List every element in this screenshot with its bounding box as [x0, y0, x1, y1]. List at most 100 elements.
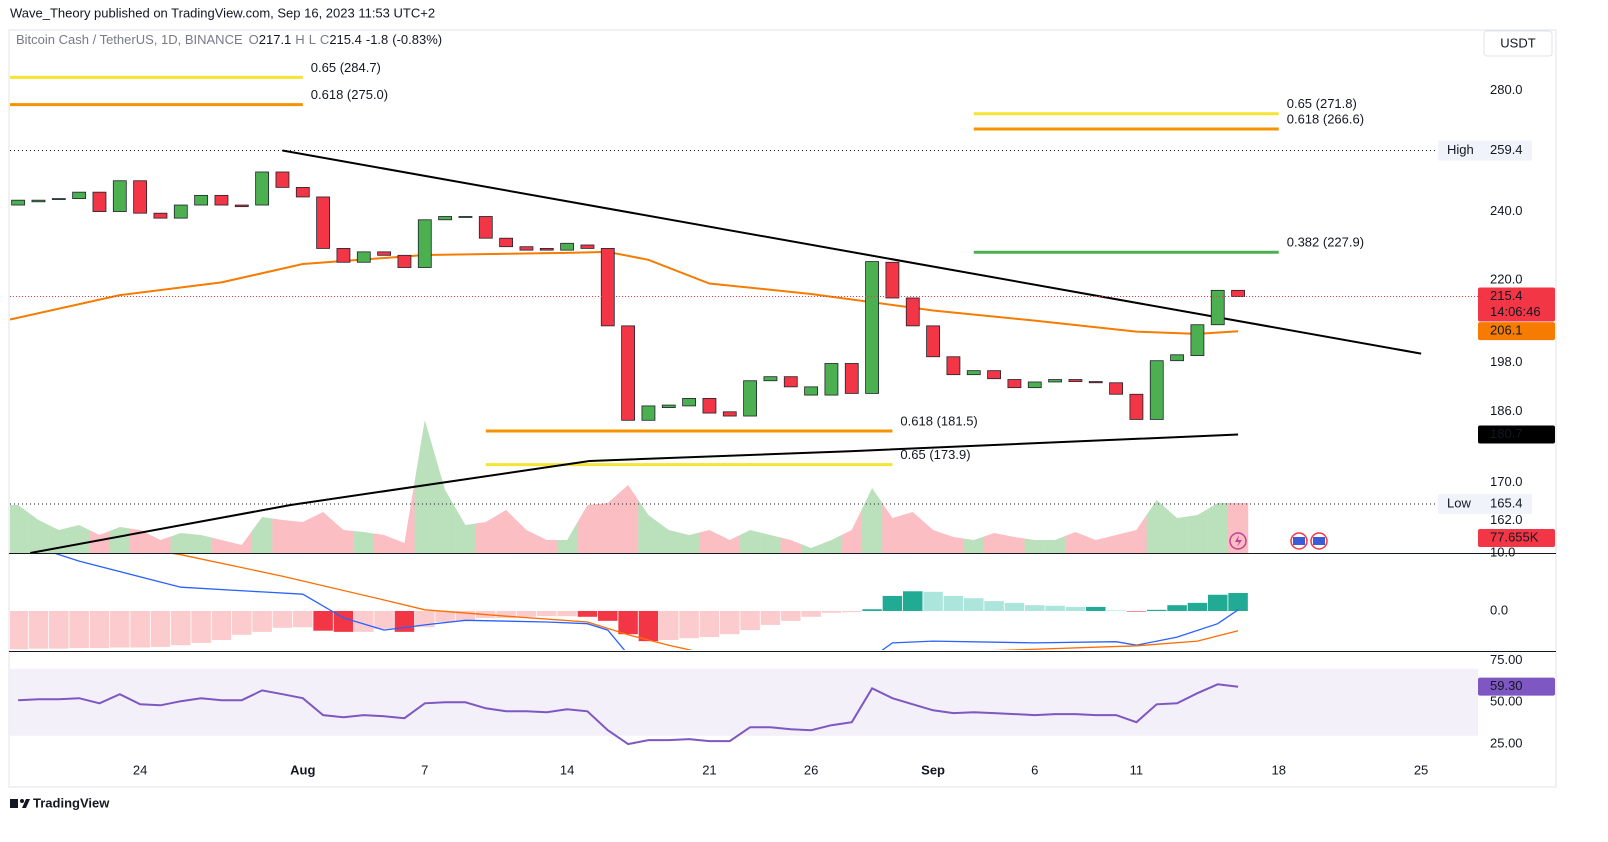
- level-label: 0.382 (227.9): [1287, 235, 1364, 250]
- histogram-bar: [49, 610, 69, 649]
- candle-body: [946, 356, 961, 376]
- ohlc-label: H: [295, 32, 304, 47]
- candle-body: [539, 248, 554, 251]
- currency-box[interactable]: [1483, 30, 1553, 57]
- histogram-bar: [293, 610, 313, 628]
- flag: [1313, 537, 1325, 545]
- volume: [1227, 502, 1249, 553]
- candle-body: [844, 363, 859, 394]
- y-tick-label: 198.0: [1490, 354, 1523, 369]
- histogram-bar: [150, 610, 171, 647]
- histogram-bar: [720, 610, 740, 635]
- histogram-bar: [862, 609, 882, 611]
- volume: [861, 488, 883, 553]
- volume: [495, 509, 517, 553]
- volume: [943, 533, 964, 553]
- currency[interactable]: USDT: [1500, 35, 1535, 50]
- change-pct: (-0.83%): [392, 32, 442, 47]
- x-tick-label: 14: [560, 762, 574, 777]
- candle-body: [1068, 379, 1083, 382]
- x-tick-label: 6: [1031, 762, 1038, 777]
- high-box: [1438, 140, 1532, 161]
- histogram-bar: [598, 610, 618, 621]
- candle-body: [1048, 379, 1062, 383]
- volume: [333, 520, 354, 553]
- volume: [1146, 499, 1167, 553]
- histogram-bar: [252, 610, 272, 632]
- histogram-bar: [69, 610, 89, 649]
- x-tick-label: 21: [702, 762, 716, 777]
- histogram-bar: [516, 610, 537, 617]
- candle-body: [11, 199, 26, 206]
- candle-body: [438, 216, 453, 221]
- volume: [658, 522, 679, 553]
- symbol-line: Bitcoin Cash / TetherUS, 1D, BINANCE O217…: [16, 32, 442, 47]
- frame: [8, 29, 1557, 788]
- rsi-value-box: [1478, 677, 1555, 696]
- x-tick-label: Sep: [921, 762, 945, 777]
- volume: [150, 534, 171, 553]
- volume: [719, 534, 740, 553]
- histogram-bar: [1065, 606, 1086, 611]
- volume: [577, 503, 598, 553]
- y-tick-label: 162.0: [1490, 512, 1523, 527]
- rsi-band: [10, 668, 1478, 736]
- footer-logo: [10, 799, 30, 808]
- candle-body: [1170, 354, 1184, 362]
- histogram-bar: [882, 595, 903, 611]
- histogram-bar: [211, 610, 232, 640]
- histogram-bar: [618, 610, 638, 635]
- candle-body: [702, 397, 717, 414]
- countdown: 14:06:46: [1490, 304, 1541, 319]
- volume: [68, 524, 90, 553]
- histogram-bar: [537, 610, 557, 617]
- y-tick-label: 280.0: [1490, 82, 1523, 97]
- high-label: High: [1447, 142, 1474, 157]
- volume: [983, 532, 1005, 553]
- histogram-bar: [679, 610, 699, 639]
- histogram-bar: [842, 610, 862, 613]
- candle-body: [72, 191, 87, 199]
- histogram-bar: [354, 610, 374, 632]
- candle-body: [458, 216, 473, 218]
- x-tick-label: 24: [133, 762, 147, 777]
- candles: [11, 171, 1245, 421]
- publisher: Wave_Theory published on TradingView.com…: [10, 5, 435, 20]
- candle-body: [743, 380, 757, 417]
- y-tick-label: 10.0: [1490, 544, 1515, 559]
- candle-body: [255, 171, 270, 206]
- candle-body: [1231, 289, 1245, 297]
- candle-body: [1007, 379, 1022, 389]
- event-icons: [1229, 532, 1328, 550]
- rsi-value: 59.30: [1490, 678, 1523, 693]
- histogram-bar: [1106, 610, 1126, 611]
- candle-body: [214, 194, 229, 206]
- volume: [312, 511, 334, 553]
- volume: [780, 537, 801, 553]
- candle-body: [580, 244, 595, 249]
- low-value: 165.4: [1490, 495, 1523, 510]
- volume: [638, 499, 659, 553]
- macd-line: [55, 554, 1239, 650]
- histogram-bar: [963, 598, 984, 611]
- candle-body: [621, 325, 636, 421]
- volume: [1085, 535, 1106, 553]
- volume: [1065, 532, 1086, 553]
- volume: [678, 532, 700, 553]
- histogram-bar: [171, 610, 191, 646]
- volume: [841, 509, 862, 553]
- y-tick-label: 170.0: [1490, 474, 1523, 489]
- candle-body: [336, 248, 351, 263]
- histogram-bar: [130, 610, 150, 648]
- high-value: 259.4: [1490, 142, 1523, 157]
- histogram-bar: [496, 610, 516, 618]
- candle-body: [1027, 381, 1042, 389]
- candle-body: [316, 196, 331, 249]
- volume: [536, 534, 557, 553]
- candle-body: [926, 325, 940, 358]
- rsi-line: [18, 683, 1239, 746]
- volume: [455, 507, 476, 553]
- volume: [28, 512, 49, 553]
- volume: [211, 537, 232, 553]
- candle-body: [1210, 289, 1225, 326]
